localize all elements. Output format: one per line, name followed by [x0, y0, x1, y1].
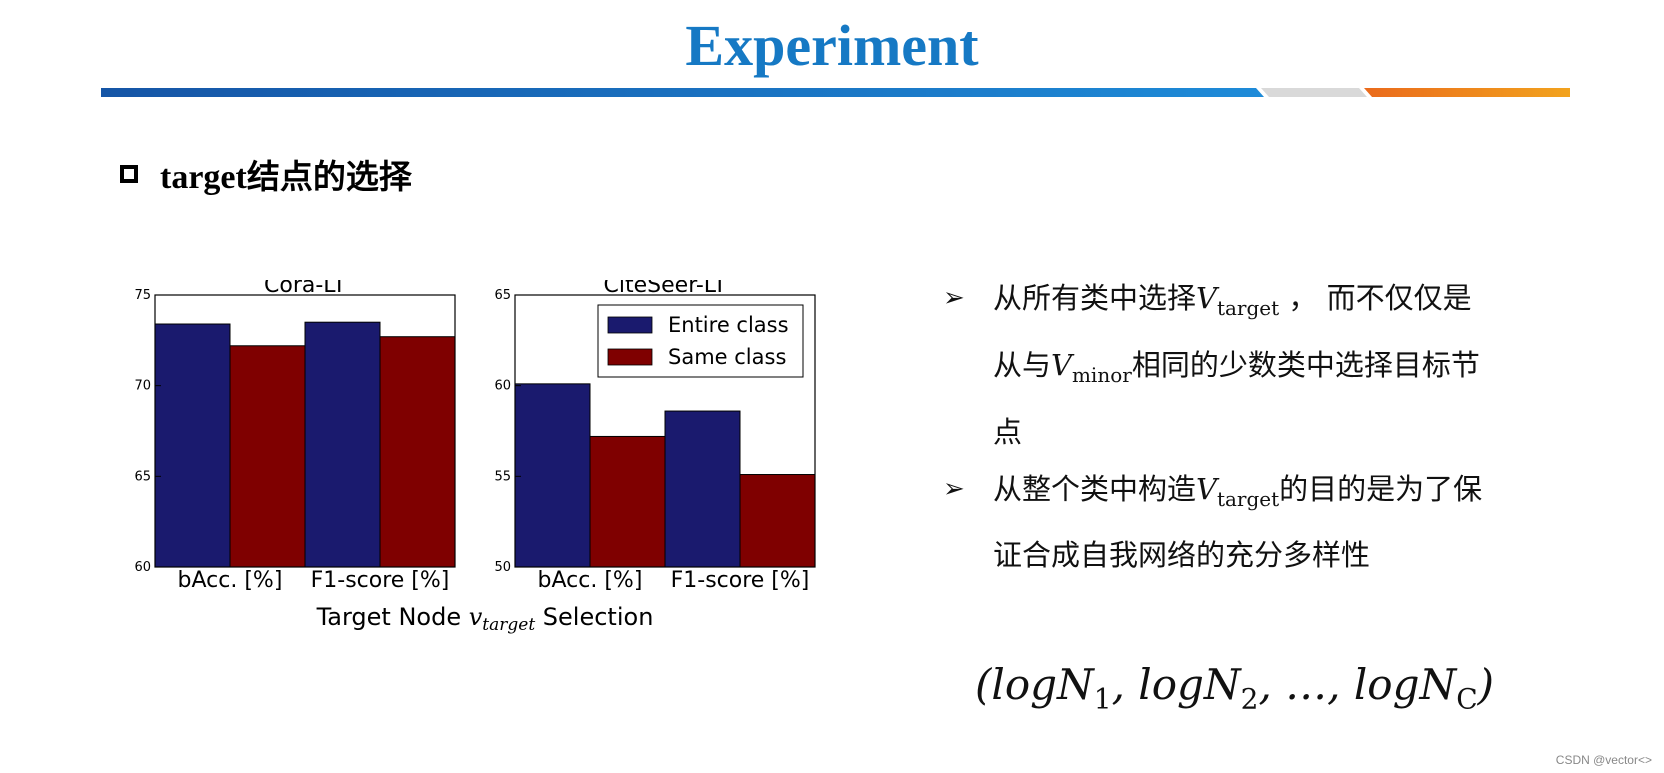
ytick-label-0-2: 70: [134, 379, 151, 394]
bullet-text: 从所有类中选择: [993, 281, 1197, 315]
legend-label-1-1: Same class: [668, 345, 786, 369]
legend-swatch-1-0: [607, 316, 653, 334]
arrow-bullet-icon: ➢: [943, 283, 965, 313]
bullet-item-1: ➢ 从所有类中选择Vtarget ， 而不仅仅是从与Vminor相同的少数类中选择…: [943, 270, 1483, 461]
bar-1-1-1: [739, 474, 816, 568]
legend-label-1-0: Entire class: [668, 313, 789, 337]
xtick-label-1-1: F1-score [%]: [671, 568, 810, 593]
xtick-label-0-0: bAcc. [%]: [178, 568, 283, 593]
bar-1-0-0: [514, 383, 591, 568]
math-symbol: Vtarget: [1196, 471, 1280, 511]
formula-term: logN1: [991, 660, 1112, 716]
section-heading: target结点的选择: [120, 150, 412, 198]
ytick-label-0-0: 60: [134, 560, 151, 575]
plot-frame-0: [154, 294, 456, 568]
slide-title: Experiment: [685, 13, 979, 78]
math-symbol: Vtarget: [1196, 281, 1280, 320]
watermark: CSDN @vector<>: [1555, 753, 1652, 767]
arrow-bullet-icon: ➢: [943, 473, 965, 504]
ytick-label-1-2: 60: [494, 379, 511, 394]
bullet-text: 从整个类中构造: [993, 471, 1197, 506]
chart-title-0: Cora-LT: [264, 280, 347, 298]
section-title: target结点的选择: [160, 150, 412, 198]
bullet-text: ， 而不仅仅是从与: [993, 281, 1472, 382]
ytick-label-1-3: 65: [494, 288, 511, 303]
log-count-formula: (logN1, logN2, …, logNC): [975, 660, 1495, 716]
ytick-label-1-1: 55: [494, 469, 511, 484]
bar-charts-svg: 60 65 70 75 bAcc. [%] F1-score [%] Cora-LT 50 55…: [134, 273, 816, 635]
bar-1-1-0: [589, 435, 666, 568]
formula-term: logN2: [1138, 660, 1259, 716]
ytick-label-1-0: 50: [494, 560, 511, 575]
formula-term: logNC: [1353, 660, 1478, 716]
bar-0-1-1: [379, 336, 456, 568]
bullet-text: 相同的少数类中选择目标节点: [993, 347, 1480, 449]
bullet-item-2: ➢ 从整个类中构造Vtarget的目的是为了保证合成自我网络的充分多样性: [943, 461, 1483, 585]
chart-xlabel: Target Node vtarget Selection: [316, 603, 654, 635]
bar-0-0-1: [304, 321, 381, 568]
square-bullet-icon: [120, 165, 138, 183]
plot-frame-1: [514, 294, 816, 568]
title-divider-bar: [101, 88, 1570, 97]
bar-0-0-0: [154, 323, 231, 568]
ytick-label-0-1: 65: [134, 469, 151, 484]
section-title-latin: target: [160, 159, 247, 196]
section-title-zh: 结点的选择: [246, 157, 412, 196]
xtick-label-0-1: F1-score [%]: [311, 568, 450, 593]
bar-1-0-1: [664, 410, 741, 568]
chart-title-1: CiteSeer-LT: [604, 280, 727, 298]
bar-0-1-0: [229, 345, 306, 568]
bullet-text: 的目的是为了保证合成自我网络的充分多样性: [993, 471, 1483, 573]
formula-term: …: [1285, 660, 1328, 709]
xtick-label-1-0: bAcc. [%]: [538, 568, 643, 593]
ytick-label-0-3: 75: [134, 288, 151, 303]
legend-swatch-1-1: [607, 348, 653, 366]
bar-charts: 60 65 70 75 bAcc. [%] F1-score [%] Cora-LT 50 55…: [110, 273, 910, 680]
bullet-list: ➢ 从所有类中选择Vtarget ， 而不仅仅是从与Vminor相同的少数类中选择…: [943, 270, 1483, 584]
math-symbol: Vminor: [1051, 347, 1132, 387]
